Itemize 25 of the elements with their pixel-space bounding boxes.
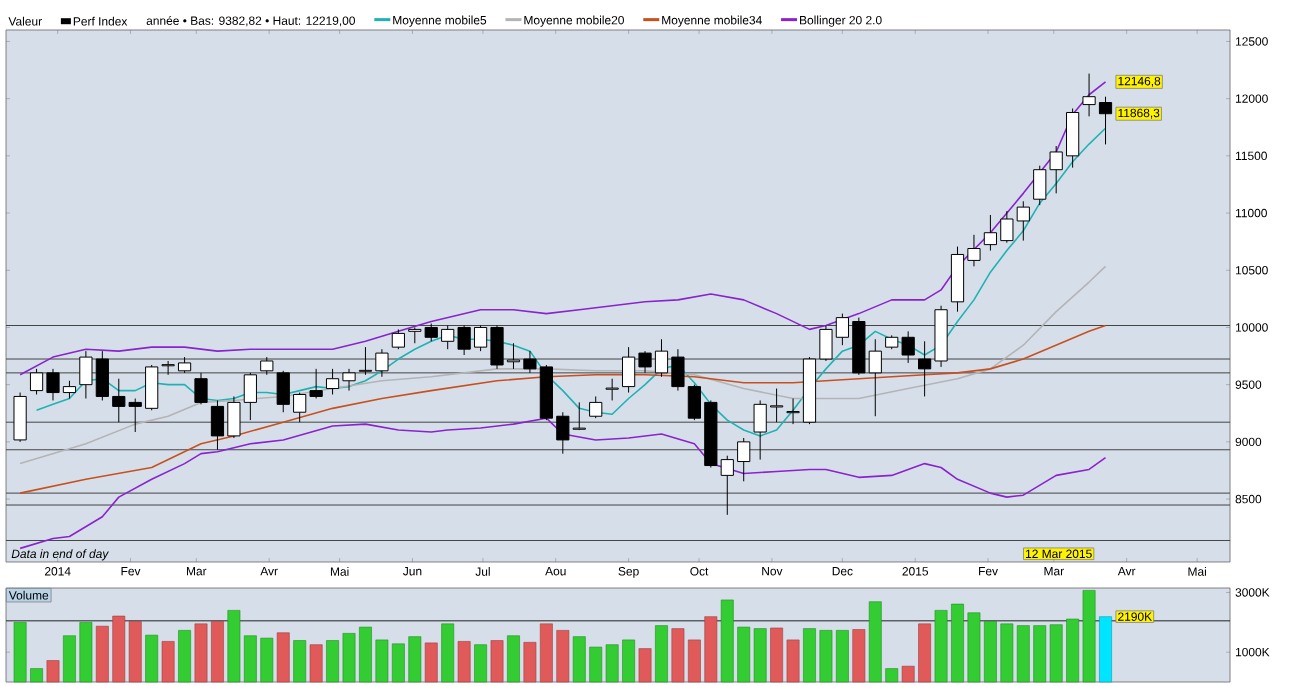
bar: [490, 640, 504, 683]
candlestick: [589, 395, 603, 419]
bar: [293, 640, 307, 683]
bar: [46, 660, 60, 683]
bar: [441, 623, 455, 683]
candlestick: [13, 392, 27, 443]
bar: [178, 630, 191, 683]
bar: [852, 629, 866, 683]
line-series: [19, 265, 1107, 465]
bar: [507, 635, 520, 683]
bar: [655, 625, 668, 683]
candlestick: [194, 372, 208, 405]
bar: [309, 644, 323, 683]
candlestick: [391, 328, 405, 350]
line-series: [19, 417, 1107, 550]
bar: [457, 641, 471, 683]
line-series: [35, 127, 1107, 437]
bar: [638, 648, 652, 683]
bar: [276, 632, 290, 683]
bar: [145, 634, 159, 683]
candlestick: [605, 378, 619, 401]
bar: [424, 642, 438, 683]
bar: [474, 644, 487, 683]
bar: [1099, 616, 1112, 683]
bar: [161, 641, 175, 683]
